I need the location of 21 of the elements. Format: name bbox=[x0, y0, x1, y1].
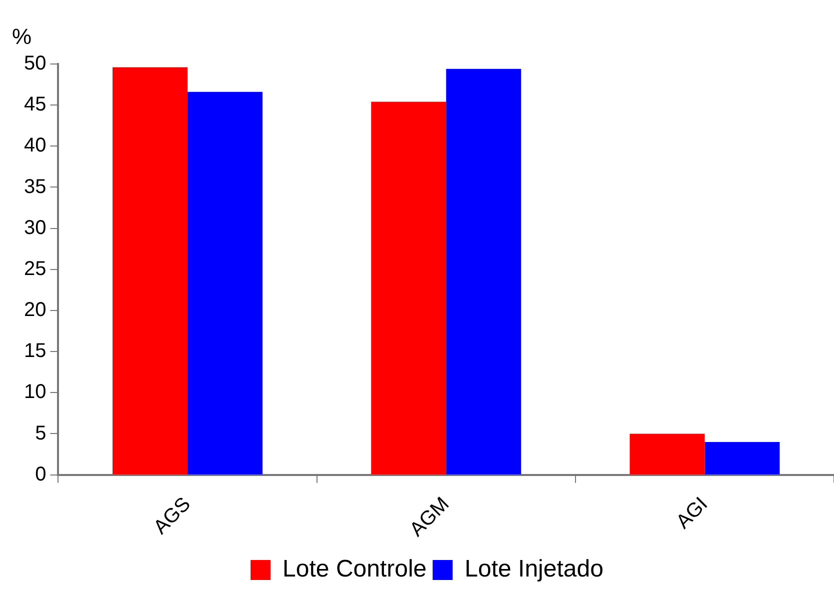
y-tick-label: 50 bbox=[24, 52, 46, 75]
legend-label: Lote Injetado bbox=[464, 556, 604, 583]
y-tick-label: 0 bbox=[35, 463, 46, 486]
y-tick-label: 25 bbox=[24, 258, 46, 280]
legend-label: Lote Controle bbox=[282, 556, 427, 583]
bar bbox=[112, 67, 188, 474]
y-tick-label: 45 bbox=[24, 94, 46, 116]
x-tick-label: AGI bbox=[672, 493, 712, 534]
y-tick-label: 5 bbox=[35, 422, 46, 444]
y-tick-label: 20 bbox=[24, 299, 46, 322]
bar bbox=[188, 92, 263, 474]
y-tick-label: 35 bbox=[24, 176, 46, 198]
y-tick-label: 10 bbox=[24, 381, 46, 404]
bar bbox=[371, 102, 446, 474]
bar bbox=[630, 434, 705, 474]
y-tick-label: 15 bbox=[24, 340, 46, 362]
bar bbox=[704, 442, 780, 474]
y-tick-label: 30 bbox=[24, 216, 46, 239]
y-axis-title: % bbox=[12, 24, 32, 50]
bar bbox=[446, 68, 522, 474]
y-tick-label: 40 bbox=[24, 134, 46, 157]
